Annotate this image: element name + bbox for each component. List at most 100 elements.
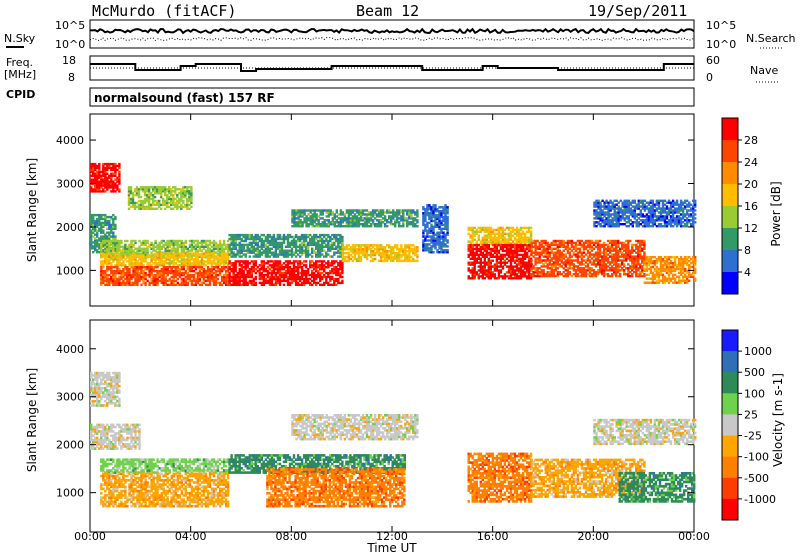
power-echo-cell <box>552 263 555 266</box>
power-echo-cell <box>540 271 543 274</box>
power-echo-cell <box>404 248 407 251</box>
power-echo-cell <box>556 267 559 270</box>
power-echo-cell <box>546 245 549 248</box>
power-echo-cell <box>365 253 369 257</box>
power-echo-cell <box>242 273 245 277</box>
power-echo-cell <box>236 235 239 239</box>
power-echo-cell <box>110 256 113 259</box>
power-echo-cell <box>323 260 326 263</box>
power-echo-cell <box>158 190 161 193</box>
power-echo-cell <box>436 239 439 242</box>
power-echo-cell <box>188 268 192 271</box>
power-echo-cell <box>497 271 501 274</box>
power-echo-cell <box>542 255 545 258</box>
power-echo-cell <box>343 246 347 249</box>
power-echo-cell <box>402 225 405 228</box>
power-echo-cell <box>126 249 129 252</box>
power-echo-cell <box>519 240 523 243</box>
power-echo-cell <box>473 263 476 266</box>
power-echo-cell <box>100 235 103 238</box>
power-echo-cell <box>282 251 286 254</box>
power-echo-cell <box>341 281 344 285</box>
power-echo-cell <box>260 283 263 286</box>
power-echo-cell <box>202 254 206 257</box>
power-echo-cell <box>200 254 204 257</box>
power-echo-cell <box>274 283 278 286</box>
power-echo-cell <box>160 281 163 285</box>
power-echo-cell <box>361 248 365 251</box>
power-echo-cell <box>248 281 251 285</box>
power-echo-cell <box>552 261 555 264</box>
power-echo-cell <box>302 233 306 237</box>
power-echo-cell <box>134 279 137 283</box>
power-echo-cell <box>186 190 189 193</box>
power-echo-cell <box>268 277 272 281</box>
power-echo-cell <box>580 255 584 258</box>
power-echo-cell <box>272 253 276 256</box>
power-echo-cell <box>438 227 441 230</box>
power-echo-cell <box>258 271 261 275</box>
power-echo-cell <box>321 277 324 281</box>
power-echo-cell <box>323 233 326 237</box>
power-echo-cell <box>182 264 185 267</box>
power-echo-cell <box>365 223 369 226</box>
power-echo-cell <box>304 255 308 258</box>
power-echo-cell <box>442 219 445 223</box>
power-echo-cell <box>386 244 389 247</box>
power-echo-cell <box>509 269 513 272</box>
power-echo-cell <box>446 210 449 213</box>
power-echo-cell <box>90 245 93 248</box>
power-echo-cell <box>542 259 545 262</box>
power-echo-cell <box>204 283 208 286</box>
power-echo-cell <box>436 208 439 211</box>
power-echo-cell <box>110 264 113 267</box>
power-echo-cell <box>180 262 183 265</box>
power-echo-cell <box>266 245 270 248</box>
power-echo-cell <box>487 232 490 235</box>
power-echo-cell <box>102 221 105 225</box>
power-echo-cell <box>90 170 93 174</box>
power-echo-cell <box>534 269 537 272</box>
power-echo-cell <box>108 235 111 238</box>
power-echo-cell <box>302 239 306 243</box>
power-echo-cell <box>355 217 359 220</box>
power-echo-cell <box>309 260 312 263</box>
power-echo-cell <box>134 247 137 250</box>
power-echo-cell <box>142 241 145 245</box>
power-echo-cell <box>408 251 411 255</box>
power-echo-cell <box>288 281 292 285</box>
power-echo-cell <box>408 250 411 253</box>
power-echo-cell <box>280 245 284 248</box>
power-echo-cell <box>301 225 304 228</box>
power-echo-cell <box>548 245 551 248</box>
power-echo-cell <box>327 275 330 279</box>
power-echo-cell <box>106 277 109 281</box>
power-echo-cell <box>286 268 290 271</box>
power-echo-cell <box>174 262 177 265</box>
power-echo-cell <box>236 249 239 252</box>
power-echo-cell <box>363 217 367 220</box>
power-echo-cell <box>290 275 294 279</box>
power-echo-cell <box>475 243 478 247</box>
power-echo-cell <box>170 254 173 257</box>
power-echo-cell <box>473 271 476 274</box>
power-echo-cell <box>232 255 235 258</box>
power-echo-cell <box>363 223 367 226</box>
power-echo-cell <box>313 266 316 269</box>
power-echo-cell <box>206 279 210 283</box>
power-echo-cell <box>238 245 241 248</box>
power-echo-cell <box>398 209 401 212</box>
power-echo-cell <box>499 259 503 262</box>
power-echo-cell <box>262 245 265 248</box>
power-echo-cell <box>112 182 115 185</box>
power-echo-cell <box>162 281 165 285</box>
power-echo-cell <box>564 274 567 278</box>
power-echo-cell <box>548 247 551 250</box>
power-echo-cell <box>523 255 527 258</box>
power-echo-cell <box>477 261 480 264</box>
power-echo-cell <box>517 245 521 249</box>
power-echo-cell <box>158 249 161 252</box>
power-echo-cell <box>489 271 492 274</box>
power-echo-cell <box>501 255 505 258</box>
power-echo-cell <box>335 211 338 214</box>
